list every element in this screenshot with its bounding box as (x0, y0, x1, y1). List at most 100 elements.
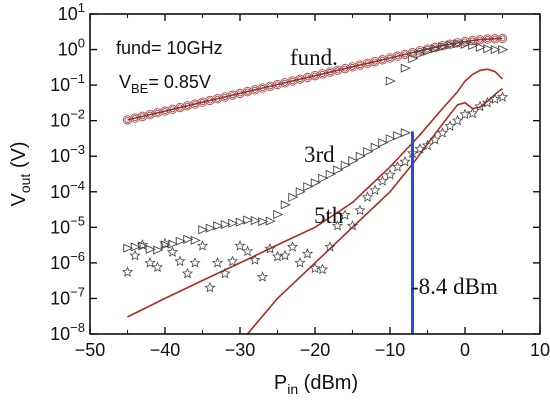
3rd-measured-point (213, 221, 224, 231)
3rd-measured-point (325, 169, 336, 179)
fund-measured-point (392, 51, 403, 61)
5th-measured-point (481, 96, 494, 108)
3rd-measured-point (280, 200, 291, 210)
fund-measured-point-inner (214, 95, 221, 102)
5th-measured-point (466, 107, 479, 119)
fund-measured-point (205, 95, 215, 106)
5th-measured-point (121, 266, 134, 277)
3rd-measured-point (363, 147, 374, 157)
fund-measured-point-inner (304, 74, 311, 81)
x-axis-title: Pin (dBm) (274, 372, 358, 397)
x-tick-label: −40 (150, 340, 181, 360)
5th-measured-point (316, 263, 329, 275)
5th-measured-point (264, 242, 276, 254)
5th-measured-point (489, 93, 501, 104)
annotation-3rd-curve: 3rd (304, 142, 335, 167)
fund-measured-point (332, 65, 343, 76)
5th-measured-point (331, 220, 344, 231)
x-axis-title-rest: (dBm) (298, 372, 358, 394)
5th-measured-point (211, 257, 224, 268)
5th-measured-point (241, 245, 254, 257)
fund-sim-point (430, 44, 441, 54)
fund-measured-point (190, 99, 200, 109)
3rd-measured-point (310, 178, 321, 188)
3rd-measured-point (303, 182, 314, 192)
5th-measured-point (391, 161, 404, 172)
3rd-measured-point (333, 165, 344, 175)
5th-measured-point (346, 220, 359, 231)
3rd-measured-point (168, 239, 179, 249)
annotation-power-marker: -8.4 dBm (411, 274, 498, 299)
3rd-measured-point (340, 160, 351, 170)
y-tick-label: 100 (58, 36, 85, 60)
5th-measured-point (414, 143, 426, 154)
fund-sim-point (498, 45, 509, 55)
fund-measured-point (302, 72, 313, 83)
y-axis-title-main: V (8, 193, 30, 207)
y-tick-label: 10−7 (50, 284, 85, 308)
fund-measured-point (137, 111, 148, 122)
fund-measured-point (287, 76, 298, 86)
fund-sim-point (475, 42, 486, 52)
fund-sim-point (438, 42, 449, 52)
3rd-measured-point (145, 244, 156, 254)
fund-measured-point (355, 60, 365, 70)
3rd-measured-point (250, 216, 261, 226)
3rd-measured-point (265, 216, 276, 226)
fund-measured-point (265, 81, 275, 91)
fund-measured-point-inner (424, 46, 431, 53)
fund-measured-point-inner (222, 93, 228, 100)
fund-measured-point-inner (477, 36, 483, 43)
5th-measured-point (406, 147, 419, 159)
fund-measured-point (182, 101, 193, 111)
fund-sim-point (468, 41, 479, 50)
y-tick-label: 10−6 (50, 249, 85, 273)
annotation-vbe: VBE= 0.85V (119, 72, 211, 96)
5th-measured-point (151, 261, 164, 273)
labels-layer: −50 −40 −30 −20 −10 0 10 10−8 10−7 10−6 10−5 10−4 10… (50, 0, 550, 360)
fund-measured-point-inner (462, 38, 468, 45)
fund-measured-point-inner (169, 106, 176, 113)
x-axis-title-main: P (274, 372, 287, 394)
5th-measured-point (129, 249, 141, 261)
fund-measured-point (347, 62, 358, 72)
5th-measured-point (496, 91, 509, 102)
fund-measured-point-inner (394, 53, 401, 60)
3rd-measured-point (288, 192, 299, 202)
fund-measured-point-inner (364, 60, 371, 67)
fund-measured-point (482, 34, 493, 44)
fund-measured-point (122, 115, 133, 125)
fund-measured-point-inner (124, 116, 131, 123)
3rd-measured-point (393, 131, 404, 141)
x-tick-label: −30 (225, 340, 256, 360)
3rd-measured-point (235, 217, 246, 227)
fund-measured-point-inner (289, 78, 296, 84)
3rd-measured-point (243, 215, 254, 225)
x-tick-label: 10 (530, 340, 550, 360)
5th-measured-point (444, 120, 456, 131)
fund-measured-point (467, 35, 478, 46)
fund-sim-point (460, 39, 471, 49)
fund-measured-point-inner (199, 99, 206, 106)
3rd-measured-point (400, 128, 411, 138)
5th-measured-point (339, 209, 351, 220)
fund-measured-point-inner (229, 92, 236, 99)
fund-measured-point (497, 33, 508, 44)
y-tick-label: 10−8 (50, 320, 85, 344)
fund-measured-point-inner (267, 83, 273, 90)
fund-measured-point (167, 104, 178, 114)
fund-measured-point-inner (162, 108, 168, 115)
fund-measured-point (340, 63, 350, 74)
y-tick-label: 10−2 (50, 107, 85, 131)
fund-measured-point (160, 106, 170, 116)
fund-measured-point-inner (357, 62, 363, 68)
fund-measured-point-inner (492, 35, 498, 42)
y-axis-title-rest: (V) (8, 141, 30, 173)
5th-measured-point (189, 257, 201, 268)
fund-measured-point (490, 33, 500, 44)
5th-measured-point (279, 249, 291, 261)
fund-measured-point (362, 58, 373, 68)
fund-measured-point-inner (237, 90, 243, 97)
5th-measured-point (204, 281, 216, 293)
y-tick-label: 10−5 (50, 213, 85, 237)
